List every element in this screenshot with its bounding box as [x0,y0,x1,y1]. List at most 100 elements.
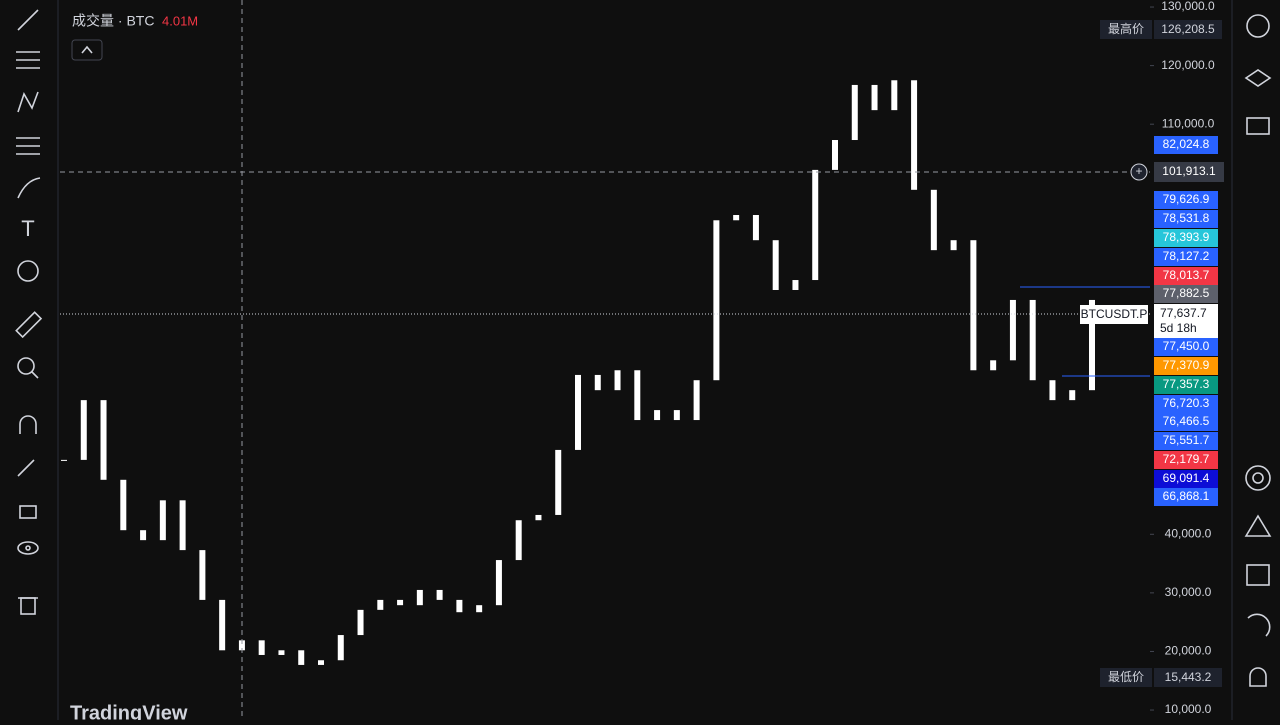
price-badge-label: 78,127.2 [1163,249,1210,263]
high-label: 最高价 [1108,21,1144,36]
price-badge [1154,432,1218,450]
candle [357,609,364,636]
price-badge [1154,413,1218,431]
candle [733,215,740,221]
current-price: 77,637.7 [1160,306,1207,320]
svg-text:T: T [21,216,34,241]
price-badge-label: 75,551.7 [1163,433,1210,447]
pattern-tool[interactable] [17,91,39,113]
emoji-tool[interactable] [17,260,39,282]
price-badge [1154,285,1218,303]
stream-button[interactable] [1247,613,1271,637]
candle [812,169,819,281]
candle [832,140,838,170]
price-badge-label: 77,370.9 [1163,358,1210,372]
price-badge-label: 76,720.3 [1163,396,1210,410]
collapse-icon [81,45,93,54]
delete-tool[interactable] [18,597,38,615]
price-badge [1154,210,1218,228]
candle [990,360,997,371]
ideas-button[interactable] [1244,514,1272,537]
collapse-button[interactable] [71,39,103,61]
candle [199,550,206,600]
candle [238,640,245,651]
price-badge [1154,451,1218,469]
candle [1049,380,1056,401]
price-badge [1154,338,1218,356]
crosshair-badge [1154,162,1224,182]
text-tool[interactable]: T [21,216,34,241]
candle [80,400,87,460]
visibility-tool[interactable] [17,541,39,555]
magnet-tool[interactable] [19,415,37,434]
add-alert-button[interactable] [1130,163,1148,181]
candle [555,449,562,515]
fib-tool[interactable] [16,51,40,69]
alerts-button[interactable] [1249,667,1267,687]
plot-area [61,80,1095,665]
candle [377,599,384,610]
current-price-badge [1154,304,1218,338]
candle [911,80,918,190]
target-button[interactable] [1245,465,1271,491]
calendar-button[interactable] [1246,564,1270,586]
candle [436,589,443,600]
high-value: 126,208.5 [1161,22,1215,36]
candle [318,660,324,665]
candle [634,370,641,421]
candle [930,189,937,251]
price-badge-label: 82,024.8 [1163,137,1210,151]
price-badge-label: 77,450.0 [1163,339,1210,353]
ruler-tool[interactable] [15,311,43,339]
price-badge [1154,267,1218,285]
candle [258,640,265,655]
price-badge-label: 79,626.9 [1163,192,1210,206]
candle [515,520,522,561]
price-badge [1154,357,1218,375]
trend-line-tool[interactable] [17,9,39,31]
y-tick-label: 130,000.0 [1161,0,1215,13]
price-badge [1154,488,1218,506]
candle [100,400,107,480]
candle [337,635,344,661]
candle [495,560,502,606]
brush-tool[interactable] [17,177,41,199]
candle [298,650,305,665]
low-label: 最低价 [1108,670,1144,684]
candle [1089,299,1095,391]
candle [575,374,581,450]
volume-value: 4.01M [162,13,198,28]
candle [140,530,147,541]
candle [693,380,700,421]
candle [871,84,878,111]
volume-label: 成交量 · BTC [72,13,154,29]
lock-tool[interactable] [19,505,37,519]
price-badge [1154,376,1218,394]
price-badge-label: 78,393.9 [1163,230,1210,244]
symbol-badge [1080,305,1148,324]
candle [1069,390,1076,401]
clock-button[interactable] [1246,14,1270,38]
price-badge-label: 78,013.7 [1163,268,1210,282]
candle [772,240,779,290]
candle [456,599,463,613]
candle [476,605,483,613]
candle [950,240,957,251]
forecast-tool[interactable] [16,137,40,155]
candle [278,650,285,655]
candle [1009,299,1016,361]
low-badge [1154,668,1222,687]
zoom-tool[interactable] [17,357,39,379]
y-tick-label: 40,000.0 [1165,526,1212,540]
price-badge [1154,248,1218,266]
edit-lock-tool[interactable] [17,459,35,477]
layers-button[interactable] [1244,69,1272,87]
price-badge-label: 78,531.8 [1163,211,1210,225]
candle [179,500,186,551]
price-badge-label: 76,466.5 [1163,414,1210,428]
crosshair-price: 101,913.1 [1162,164,1216,178]
candle [891,80,898,111]
low-value: 15,443.2 [1165,670,1212,684]
chat-button[interactable] [1246,117,1270,135]
